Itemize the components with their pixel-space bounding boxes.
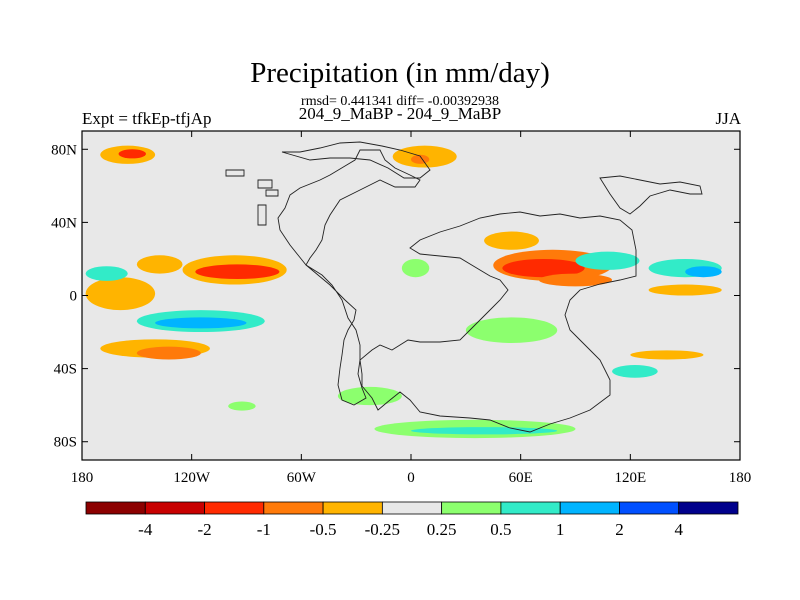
colorbar-swatch [619,501,680,515]
colorbar-swatch [85,501,146,515]
map-background [82,131,740,460]
y-tick-label: 0 [70,289,78,305]
anomaly-region-18 [575,251,640,270]
colorbar-swatch [322,501,383,515]
y-tick-label: 40N [51,215,77,231]
colorbar: -4 -2 -1 -0.5 -0.25 0.25 0.5 1 2 4 [85,501,739,539]
colorbar-label: 1 [556,520,565,539]
colorbar-label: -0.25 [365,520,400,539]
x-axis: 180 120W 60W 0 60E 120E 180 [71,131,752,486]
x-tick-label: 180 [729,470,752,486]
y-tick-label: 80N [51,142,77,158]
y-tick-label: 40S [54,362,77,378]
anomaly-region-11 [118,149,146,159]
colorbar-swatch [500,501,561,515]
period-label: 204_9_MaBP - 204_9_MaBP [298,104,502,123]
anomaly-region-25 [411,427,558,435]
anomaly-region-28 [630,350,704,360]
anomaly-region-15 [502,258,585,278]
colorbar-swatch [381,501,443,515]
colorbar-swatch [144,501,205,515]
colorbar-label: -4 [138,520,153,539]
y-axis: 80N 40N 0 40S 80S [51,142,740,451]
coastline-eurasia-africa [359,211,637,433]
x-tick-label: 60W [287,470,317,486]
coastline-south-america [305,264,367,406]
anomaly-region-29 [401,258,430,278]
anomaly-region-27 [612,364,658,378]
x-tick-label: 120E [614,470,646,486]
season-label: JJA [715,109,741,128]
coastline-siberia [599,175,703,215]
anomaly-region-4 [136,255,183,274]
anomaly-region-7 [155,317,247,329]
stats-line: rmsd= 0.441341 diff= -0.00392938 [301,94,499,109]
experiment-label: Expt = tfkEp-tfjAp [82,109,212,128]
coastline-small-islands [225,169,279,226]
colorbar-swatch [441,501,502,515]
chart-title: Precipitation (in mm/day) [250,57,550,89]
colorbar-label: 4 [674,520,683,539]
x-tick-label: 180 [71,470,94,486]
colorbar-swatch [678,501,739,515]
colorbar-label: 0.5 [490,520,511,539]
colorbar-label: -1 [257,520,271,539]
colorbar-swatch [204,501,265,515]
anomaly-region-17 [484,231,539,250]
land-outline [225,141,703,433]
y-tick-label: 80S [54,435,77,451]
anomaly-region-16 [538,273,613,287]
colorbar-swatch [263,501,324,515]
coastline-arctic-islands [281,141,431,179]
anomaly-region-30 [484,322,521,342]
anomaly-region-5 [85,266,128,281]
anomaly-region-3 [195,264,280,280]
anomaly-layer [85,145,722,439]
anomaly-region-26 [228,401,256,411]
colorbar-label: 2 [615,520,624,539]
anomaly-region-13 [411,154,430,164]
colorbar-swatch [559,501,620,515]
x-tick-label: 0 [407,470,415,486]
x-tick-label: 120W [173,470,211,486]
anomaly-region-20 [685,266,722,278]
colorbar-label: -2 [197,520,211,539]
coastline-north-america [277,149,421,266]
anomaly-region-1 [85,277,156,311]
anomaly-region-9 [136,346,201,360]
colorbar-label: 0.25 [427,520,457,539]
colorbar-label: -0.5 [310,520,337,539]
anomaly-region-21 [648,284,722,296]
x-tick-label: 60E [509,470,533,486]
